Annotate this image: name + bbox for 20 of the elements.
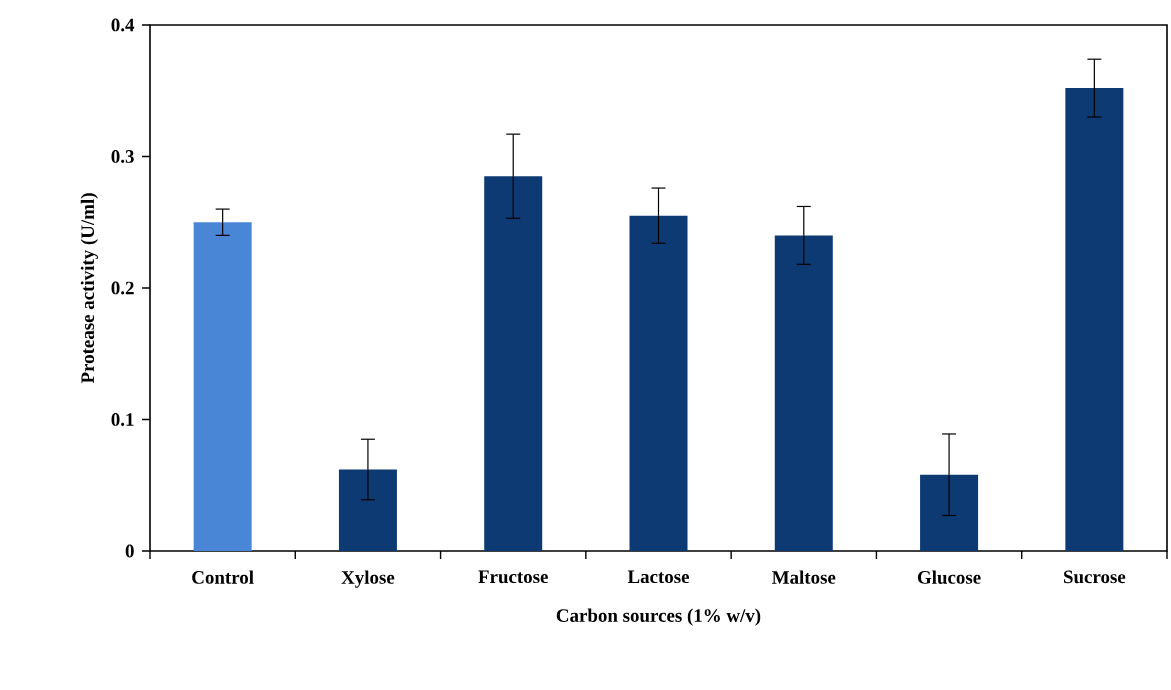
x-tick-label: Lactose xyxy=(627,570,690,584)
x-tick-label: Fructose xyxy=(478,570,548,584)
x-tick-label: Glucose xyxy=(917,570,981,584)
y-tick-label: 0.2 xyxy=(111,281,134,295)
bar xyxy=(193,222,252,551)
x-tick-label: Control xyxy=(192,570,254,584)
y-axis-title: Protease activity (U/ml) xyxy=(80,193,98,384)
x-tick-label: Xylose xyxy=(341,570,395,588)
x-tick-label: Sucrose xyxy=(1063,570,1126,584)
y-tick-label: 0 xyxy=(125,544,134,558)
x-tick-label: Maltose xyxy=(772,570,836,584)
y-tick-label: 0.4 xyxy=(111,18,135,32)
bar xyxy=(774,235,833,551)
x-axis-title: Carbon sources (1% w/v) xyxy=(556,608,761,626)
y-tick-label: 0.3 xyxy=(111,150,134,163)
bar xyxy=(629,215,688,551)
y-tick-label: 0.1 xyxy=(111,413,134,426)
bar xyxy=(484,176,543,551)
bar xyxy=(338,469,397,551)
bar xyxy=(1065,88,1124,551)
